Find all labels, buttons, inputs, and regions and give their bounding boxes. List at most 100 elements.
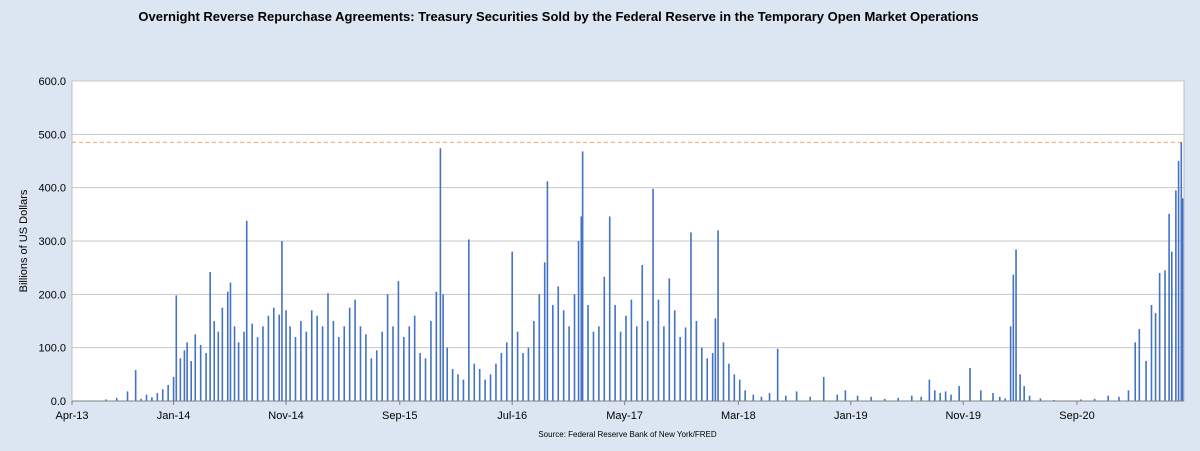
bar — [484, 379, 486, 401]
bar — [581, 151, 584, 401]
bar — [722, 342, 725, 401]
y-tick-label: 300.0 — [38, 236, 66, 248]
bar — [209, 271, 211, 401]
bar — [738, 379, 741, 401]
bar — [598, 326, 600, 401]
bar — [221, 307, 224, 401]
x-tick-label: Nov-14 — [268, 410, 303, 422]
bar — [910, 395, 913, 401]
bar — [580, 216, 583, 401]
bar — [348, 307, 351, 401]
bar — [980, 390, 982, 401]
bar — [1023, 386, 1025, 401]
bar — [577, 241, 580, 401]
bar — [273, 307, 275, 401]
bar — [1127, 390, 1130, 401]
y-tick-label: 100.0 — [38, 343, 66, 355]
bar — [126, 391, 129, 401]
bar — [1012, 274, 1015, 401]
bar — [592, 331, 595, 401]
bar — [478, 369, 481, 401]
bar — [663, 326, 665, 401]
bar — [690, 232, 692, 401]
bar — [205, 353, 207, 401]
bar — [533, 321, 535, 401]
bar — [992, 393, 994, 401]
bar — [527, 347, 530, 401]
bar — [424, 358, 427, 401]
bar — [883, 398, 886, 401]
bar — [969, 367, 971, 401]
bar — [768, 393, 771, 401]
bar — [744, 390, 746, 401]
bar — [538, 294, 541, 401]
bar — [844, 390, 847, 401]
bar — [614, 305, 616, 401]
x-tick-label: Mar-18 — [721, 410, 756, 422]
bar — [105, 399, 107, 401]
chart-title: Overnight Reverse Repurchase Agreements:… — [138, 9, 979, 24]
bar — [226, 291, 229, 401]
bar — [706, 358, 709, 401]
bar — [300, 321, 302, 401]
bar — [175, 295, 178, 401]
y-axis-ticks: 0.0 100.0 200.0 300.0 400.0 500.0 600.0 — [38, 76, 66, 408]
bar — [870, 396, 872, 401]
bar — [343, 326, 346, 401]
bar — [134, 370, 137, 401]
bar — [552, 305, 554, 401]
bar — [562, 310, 565, 401]
bar — [522, 353, 524, 401]
bar — [435, 291, 438, 401]
bar — [1164, 270, 1166, 401]
bar — [619, 331, 622, 401]
bar — [543, 262, 546, 401]
bar — [140, 398, 142, 401]
bar — [1053, 399, 1055, 401]
bar — [933, 390, 936, 401]
bar — [701, 347, 703, 401]
y-tick-label: 400.0 — [38, 183, 66, 195]
bar — [1138, 329, 1141, 401]
y-axis-label: Billions of US Dollars — [18, 189, 30, 292]
bar — [321, 326, 324, 401]
y-tick-label: 200.0 — [38, 289, 66, 301]
bar — [156, 393, 159, 401]
bar — [457, 374, 459, 401]
bar — [462, 379, 465, 401]
bar — [1080, 399, 1082, 401]
bar — [1118, 396, 1120, 401]
bar — [1177, 161, 1180, 401]
bar — [752, 394, 755, 401]
bar — [489, 374, 492, 401]
bar — [332, 321, 335, 401]
bar — [897, 397, 900, 401]
bar — [359, 326, 362, 401]
bar — [1039, 398, 1042, 401]
bar — [446, 347, 448, 401]
bar — [381, 331, 383, 401]
bar — [795, 391, 798, 401]
bar — [145, 394, 148, 401]
bar — [442, 294, 444, 401]
bar — [1093, 398, 1096, 401]
bar — [473, 363, 476, 401]
bar — [430, 321, 432, 401]
bar — [229, 282, 232, 401]
bar — [419, 353, 421, 401]
bar — [733, 374, 736, 401]
bar — [928, 379, 931, 401]
bar — [822, 377, 825, 401]
bar — [495, 363, 497, 401]
bar — [281, 241, 283, 401]
bar — [641, 265, 644, 401]
bar — [1107, 395, 1109, 401]
bar — [237, 342, 240, 401]
bar — [386, 294, 389, 401]
x-axis-ticks: Apr-13 Jan-14 Nov-14 Sep-15 Jul-16 May-17 Mar-… — [55, 401, 1095, 422]
bar — [172, 377, 175, 401]
bar — [636, 326, 638, 401]
bar — [354, 299, 356, 401]
x-tick-label: Nov-19 — [945, 410, 980, 422]
